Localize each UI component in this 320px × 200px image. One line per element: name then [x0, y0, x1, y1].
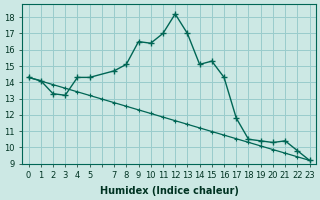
X-axis label: Humidex (Indice chaleur): Humidex (Indice chaleur) [100, 186, 238, 196]
